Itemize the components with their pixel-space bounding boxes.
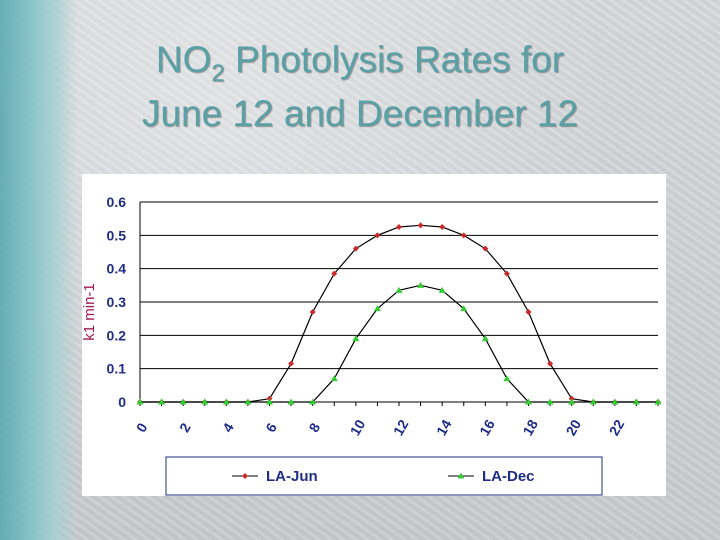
y-tick-label: 0.4 [107, 261, 127, 277]
data-point-LA-Dec [525, 398, 532, 405]
legend-label-LA-Jun: LA-Jun [266, 468, 318, 485]
x-tick-label: 12 [390, 417, 412, 439]
x-tick-label: 8 [305, 420, 323, 435]
data-point-LA-Dec [568, 398, 576, 405]
data-point-LA-Dec [438, 286, 446, 293]
y-tick-label: 0 [118, 394, 126, 410]
data-point-LA-Dec [136, 398, 144, 405]
data-point-LA-Dec [611, 398, 619, 405]
data-point-LA-Dec [309, 398, 317, 405]
x-tick-label: 4 [219, 420, 237, 435]
data-point-LA-Dec [266, 398, 273, 405]
y-tick-label: 0.6 [107, 194, 127, 210]
data-point-LA-Dec [632, 398, 640, 405]
data-point-LA-Dec [287, 398, 295, 405]
data-point-LA-Jun [503, 270, 510, 277]
data-point-LA-Jun [352, 245, 359, 252]
data-point-LA-Jun [482, 245, 489, 252]
data-point-LA-Jun [288, 360, 295, 367]
data-point-LA-Dec [481, 335, 489, 342]
data-point-LA-Jun [417, 222, 424, 229]
series-line-LA-Jun [140, 224, 658, 403]
chart-panel: 0 0.1 0.2 0.3 0.4 0.5 0.6 0 2 4 6 8 10 12 14 16 18 20 22 k1… [82, 174, 666, 496]
slide-left-stripe [0, 0, 78, 540]
data-point-LA-Dec [244, 398, 252, 405]
title-subscript: 2 [211, 60, 225, 87]
y-tick-label: 0.1 [107, 361, 127, 377]
data-point-LA-Dec [352, 335, 360, 342]
legend-marker-LA-Dec [457, 472, 465, 479]
x-tick-label: 14 [433, 417, 455, 439]
data-point-LA-Dec [654, 398, 662, 405]
data-point-LA-Jun [525, 309, 532, 315]
y-tick-label: 0.5 [107, 227, 127, 243]
data-point-LA-Jun [460, 232, 467, 239]
title-rest: Photolysis Rates for [224, 39, 565, 80]
data-point-LA-Dec [158, 398, 166, 405]
x-tick-label: 18 [519, 417, 541, 439]
data-point-LA-Dec [373, 305, 381, 312]
data-point-LA-Dec [460, 305, 468, 312]
x-tick-label: 0 [133, 420, 151, 435]
x-tick-label: 16 [476, 417, 498, 439]
title-main: NO [155, 39, 212, 80]
x-tick-label: 2 [176, 420, 194, 435]
slide-title-line2: June 12 and December 12 [141, 93, 579, 134]
data-point-LA-Jun [309, 309, 316, 315]
data-point-LA-Dec [222, 398, 230, 405]
y-tick-label: 0.2 [107, 327, 127, 343]
slide-title: NO2 Photolysis Rates for June 12 and Dec… [60, 40, 660, 134]
legend-label-LA-Dec: LA-Dec [482, 468, 535, 485]
photolysis-chart: 0 0.1 0.2 0.3 0.4 0.5 0.6 0 2 4 6 8 10 12 14 16 18 20 22 k1… [82, 194, 662, 496]
data-point-LA-Jun [547, 360, 554, 367]
data-point-LA-Jun [396, 224, 402, 230]
data-point-LA-Dec [417, 281, 425, 288]
x-tick-label: 6 [262, 420, 280, 435]
data-point-LA-Dec [395, 286, 403, 293]
series-line-LA-Dec [140, 284, 658, 403]
data-point-LA-Dec [330, 375, 338, 382]
legend-box [165, 456, 603, 496]
data-point-LA-Dec [201, 398, 209, 405]
x-tick-label: 20 [563, 417, 585, 439]
x-tick-label: 22 [606, 417, 628, 439]
legend-marker-LA-Jun [242, 473, 248, 479]
data-point-LA-Dec [589, 398, 597, 405]
data-point-LA-Dec [179, 398, 187, 405]
data-point-LA-Dec [503, 375, 511, 382]
y-tick-label: 0.3 [107, 294, 127, 310]
data-point-LA-Dec [546, 398, 554, 405]
data-point-LA-Jun [331, 270, 338, 277]
y-axis-label: k1 min-1 [82, 283, 98, 341]
data-point-LA-Jun [374, 232, 381, 239]
slide-title-line1: NO2 Photolysis Rates for [60, 40, 660, 94]
data-point-LA-Jun [439, 224, 446, 230]
x-tick-label: 10 [347, 417, 369, 439]
